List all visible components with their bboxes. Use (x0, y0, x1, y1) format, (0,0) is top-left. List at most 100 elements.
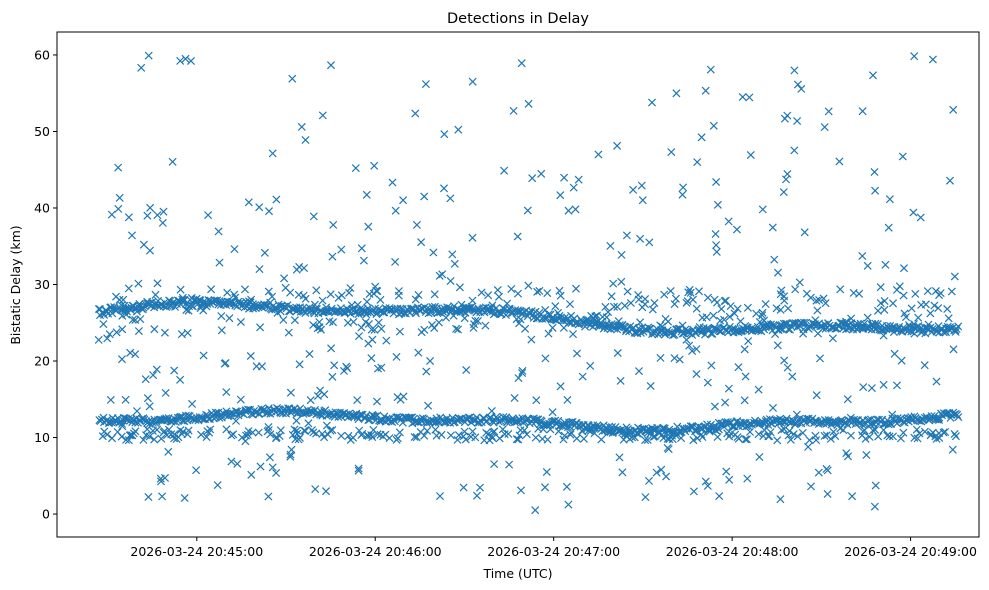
detection-point (662, 472, 671, 481)
detection-point (564, 500, 573, 509)
detection-point (141, 375, 150, 384)
detection-point (637, 181, 646, 190)
detection-point (516, 426, 525, 435)
detection-point (783, 363, 792, 372)
detection-point (440, 130, 449, 139)
detection-point (870, 167, 879, 177)
detection-point (786, 435, 795, 444)
detection-point (915, 429, 924, 438)
detection-point (951, 327, 960, 336)
detection-point (420, 431, 429, 440)
detection-point (805, 436, 814, 445)
detection-point (233, 459, 242, 468)
detection-point (713, 432, 722, 442)
detection-point (892, 381, 902, 390)
detection-point (934, 429, 944, 438)
detection-point (679, 183, 688, 192)
detection-point (668, 435, 677, 444)
detection-point (471, 316, 480, 325)
detection-point (160, 427, 169, 436)
detection-point (268, 463, 277, 472)
detection-point (820, 123, 829, 132)
detection-point (382, 414, 391, 423)
detection-point (488, 301, 497, 310)
detection-point (199, 306, 208, 315)
detection-point (798, 428, 807, 437)
detection-point (885, 195, 894, 204)
detection-point (758, 311, 767, 320)
detection-point (914, 313, 923, 322)
detection-point (439, 184, 449, 193)
detection-point (220, 359, 229, 368)
detection-point (703, 481, 712, 490)
detection-point (873, 319, 882, 329)
detection-point (188, 399, 197, 408)
detection-point (559, 420, 568, 429)
detection-point (641, 436, 650, 445)
detection-point (858, 251, 867, 261)
detection-point (246, 351, 255, 361)
detection-point (772, 304, 781, 313)
detection-point (176, 375, 185, 384)
detection-point (697, 133, 706, 142)
detection-point (484, 291, 493, 300)
detection-point (607, 292, 616, 301)
data-points (94, 51, 963, 515)
detection-point (657, 465, 666, 474)
detection-point (932, 327, 941, 336)
x-axis-label: Time (UTC) (482, 566, 552, 581)
detection-point (426, 306, 436, 315)
detection-point (493, 285, 502, 295)
detection-point (213, 481, 222, 490)
detection-point (235, 408, 244, 417)
detection-point (678, 321, 687, 330)
detection-point (534, 424, 543, 433)
detection-point (744, 337, 753, 346)
detection-point (862, 450, 871, 460)
detection-point (143, 394, 152, 403)
detection-point (517, 59, 526, 68)
detection-point (684, 288, 693, 297)
detection-point (468, 427, 477, 436)
detection-point (571, 284, 581, 293)
detection-point (443, 303, 452, 312)
detection-point (648, 305, 657, 314)
detection-point (555, 286, 564, 295)
detection-point (103, 334, 112, 343)
detection-point (435, 492, 445, 501)
detection-point (784, 304, 793, 313)
detection-point (759, 418, 768, 427)
detection-point (495, 434, 504, 443)
detection-point (266, 430, 275, 439)
detection-point (641, 493, 650, 502)
detection-point (785, 426, 794, 436)
detection-point (276, 408, 285, 417)
detection-point (446, 276, 455, 286)
detection-point (828, 334, 837, 343)
detection-point (337, 431, 346, 440)
detection-point (315, 318, 324, 327)
detection-point (229, 430, 238, 439)
detection-point (178, 293, 187, 302)
detection-point (126, 306, 136, 315)
detection-point (417, 238, 426, 247)
detection-point (382, 336, 391, 345)
detection-point (217, 312, 226, 321)
detection-point (328, 425, 337, 435)
detection-point (391, 206, 400, 215)
detection-point (373, 287, 382, 296)
detection-point (770, 255, 779, 264)
detection-point (800, 228, 809, 237)
detection-point (626, 298, 635, 308)
detection-point (531, 506, 540, 515)
detection-point (473, 316, 482, 326)
detection-point (435, 271, 444, 280)
detection-point (781, 175, 791, 184)
detection-point (127, 231, 137, 240)
detection-point (847, 314, 856, 323)
detection-point (713, 200, 722, 209)
detection-point (513, 232, 522, 241)
detection-point (812, 436, 821, 445)
detection-point (571, 205, 580, 214)
detection-point (899, 428, 908, 437)
